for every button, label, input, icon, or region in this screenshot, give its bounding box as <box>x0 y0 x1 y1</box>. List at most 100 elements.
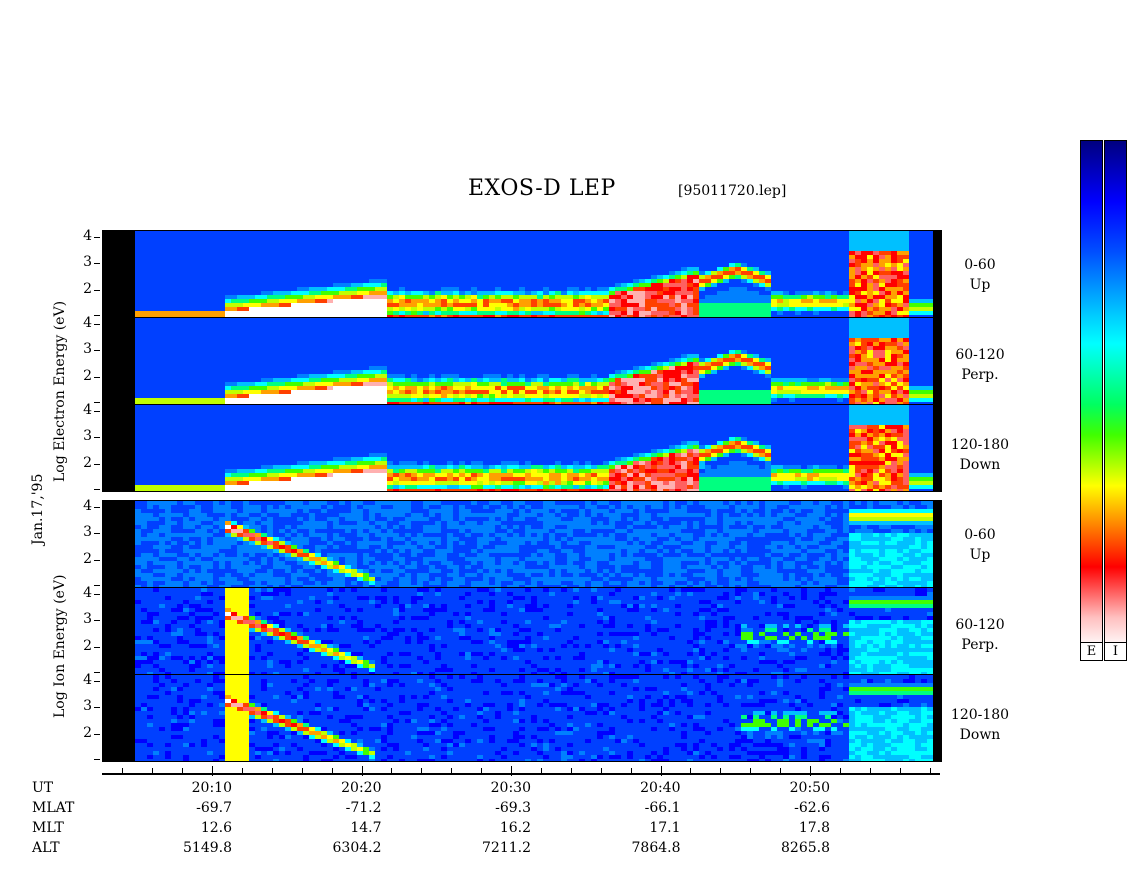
spectrogram-cell <box>687 330 693 334</box>
spectrogram-cell <box>309 275 315 279</box>
spectrogram-cell <box>855 231 861 235</box>
spectrogram-cell <box>765 315 771 317</box>
spectrogram-cell <box>453 374 459 378</box>
spectrogram-cell <box>495 267 501 271</box>
spectrogram-cell <box>609 315 615 317</box>
spectrogram-cell <box>681 239 687 243</box>
spectrogram-cell <box>705 311 711 315</box>
spectrogram-cell <box>609 311 615 315</box>
spectrogram-cell <box>297 322 303 326</box>
spectrogram-cell <box>603 378 609 382</box>
spectrogram-cell <box>231 315 237 317</box>
spectrogram-cell <box>927 271 933 275</box>
spectrogram-cell <box>255 370 261 374</box>
spectrogram-cell <box>603 311 609 315</box>
spectrogram-cell <box>345 350 351 354</box>
spectrogram-cell <box>639 390 645 394</box>
spectrogram-cell <box>783 299 789 303</box>
spectrogram-cell <box>549 263 555 267</box>
spectrogram-cell <box>159 267 165 271</box>
spectrogram-cell <box>609 334 615 338</box>
spectrogram-cell <box>159 374 165 378</box>
spectrogram-cell <box>309 382 315 386</box>
spectrogram-cell <box>675 350 681 354</box>
spectrogram-cell <box>405 402 411 404</box>
spectrogram-cell <box>165 394 171 398</box>
spectrogram-cell <box>513 255 519 259</box>
spectrogram-cell <box>165 318 171 322</box>
spectrogram-cell <box>183 346 189 350</box>
spectrogram-cell <box>261 235 267 239</box>
spectrogram-cell <box>285 279 291 283</box>
spectrogram-cell <box>471 283 477 287</box>
spectrogram-cell <box>171 275 177 279</box>
spectrogram-cell <box>393 255 399 259</box>
spectrogram-cell <box>267 366 273 370</box>
spectrogram-cell <box>645 378 651 382</box>
spectrogram-cell <box>351 358 357 362</box>
spectrogram-cell <box>399 291 405 295</box>
spectrogram-cell <box>423 287 429 291</box>
spectrogram-cell <box>873 235 879 239</box>
spectrogram-cell <box>309 354 315 358</box>
spectrogram-cell <box>837 275 843 279</box>
spectrogram-cell <box>915 243 921 247</box>
spectrogram-cell <box>255 374 261 378</box>
spectrogram-cell <box>669 402 675 404</box>
spectrogram-cell <box>795 279 801 283</box>
spectrogram-cell <box>561 255 567 259</box>
spectrogram-cell <box>189 326 195 330</box>
spectrogram-cell <box>615 370 621 374</box>
spectrogram-cell <box>627 303 633 307</box>
spectrogram-cell <box>225 311 231 315</box>
spectrogram-cell <box>609 386 615 390</box>
spectrogram-cell <box>447 382 453 386</box>
spectrogram-cell <box>621 354 627 358</box>
spectrogram-cell <box>699 255 705 259</box>
spectrogram-cell <box>417 374 423 378</box>
spectrogram-cell <box>591 346 597 350</box>
spectrogram-cell <box>897 279 903 283</box>
spectrogram-cell <box>807 299 813 303</box>
spectrogram-cell <box>477 283 483 287</box>
spectrogram-cell <box>627 398 633 402</box>
spectrogram-cell <box>501 346 507 350</box>
spectrogram-cell <box>585 386 591 390</box>
spectrogram-cell <box>231 251 237 255</box>
spectrogram-cell <box>699 279 705 283</box>
spectrogram-cell <box>333 322 339 326</box>
spectrogram-cell <box>381 358 387 362</box>
spectrogram-cell <box>357 239 363 243</box>
spectrogram-cell <box>789 231 795 235</box>
spectrogram-cell <box>513 362 519 366</box>
spectrogram-cell <box>201 366 207 370</box>
spectrogram-cell <box>585 291 591 295</box>
spectrogram-cell <box>753 247 759 251</box>
spectrogram-cell <box>231 330 237 334</box>
spectrogram-cell <box>405 307 411 311</box>
spectrogram-cell <box>399 366 405 370</box>
spectrogram-cell <box>543 315 549 317</box>
spectrogram-cell <box>399 362 405 366</box>
spectrogram-cell <box>519 303 525 307</box>
spectrogram-cell <box>717 259 723 263</box>
spectrogram-cell <box>159 247 165 251</box>
spectrogram-cell <box>423 271 429 275</box>
spectrogram-cell <box>861 235 867 239</box>
spectrogram-cell <box>885 303 891 307</box>
spectrogram-cell <box>477 239 483 243</box>
spectrogram-cell <box>609 279 615 283</box>
spectrogram-cell <box>261 239 267 243</box>
spectrogram-cell <box>345 330 351 334</box>
spectrogram-cell <box>597 287 603 291</box>
spectrogram-cell <box>687 247 693 251</box>
spectrogram-cell <box>243 326 249 330</box>
spectrogram-cell <box>447 370 453 374</box>
spectrogram-cell <box>495 259 501 263</box>
spectrogram-cell <box>849 315 855 317</box>
spectrogram-cell <box>321 255 327 259</box>
spectrogram-cell <box>261 366 267 370</box>
spectrogram-cell <box>321 311 327 315</box>
spectrogram-cell <box>627 291 633 295</box>
spectrogram-cell <box>459 279 465 283</box>
